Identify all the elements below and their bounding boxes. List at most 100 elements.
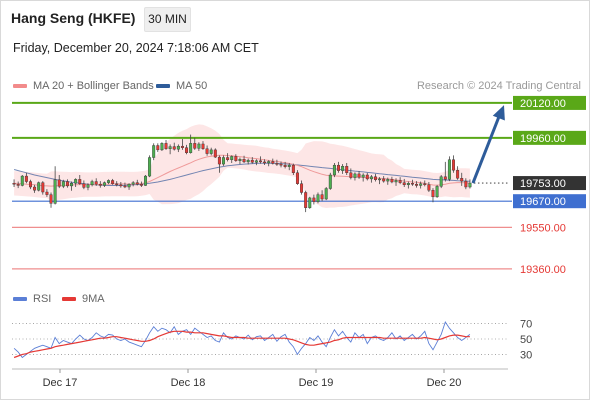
candle-body bbox=[90, 181, 94, 186]
interval-button[interactable]: 30 MIN bbox=[144, 7, 191, 32]
forecast-arrow-shaft bbox=[471, 113, 502, 184]
candle-body bbox=[111, 180, 115, 184]
rsi-ma9-line bbox=[13, 330, 470, 359]
level-tag-pivot bbox=[513, 194, 586, 209]
candle-body bbox=[267, 161, 271, 164]
rsi-swatch bbox=[13, 297, 27, 302]
candle-body bbox=[439, 176, 443, 187]
candle-body bbox=[345, 166, 349, 174]
candle-body bbox=[447, 159, 451, 180]
candle-body bbox=[152, 145, 156, 158]
candle-body bbox=[185, 147, 189, 153]
legend-rsi: RSI bbox=[13, 293, 51, 305]
x-tick-label: Dec 17 bbox=[43, 377, 78, 389]
candle-body bbox=[123, 185, 127, 188]
candle-body bbox=[82, 183, 86, 188]
candle-body bbox=[287, 164, 291, 167]
candle-body bbox=[386, 179, 390, 182]
legend-ma20-label: MA 20 + Bollinger Bands bbox=[33, 80, 154, 92]
candle-body bbox=[41, 182, 45, 193]
legend-ma50-label: MA 50 bbox=[176, 80, 208, 92]
candle-body bbox=[20, 175, 24, 186]
candle-body bbox=[431, 190, 435, 198]
rsi-tick-label: 70 bbox=[520, 319, 532, 331]
candle-body bbox=[193, 143, 197, 149]
x-tick-label: Dec 18 bbox=[171, 377, 206, 389]
candle-body bbox=[86, 184, 90, 188]
candle-body bbox=[423, 183, 427, 186]
level-label-pivot: 19670.00 bbox=[520, 196, 566, 208]
candle-body bbox=[209, 149, 213, 154]
candle-body bbox=[295, 172, 299, 184]
candle-body bbox=[452, 159, 455, 171]
candle-body bbox=[135, 182, 139, 185]
candle-body bbox=[328, 174, 332, 189]
candle-body bbox=[168, 146, 172, 149]
candle-body bbox=[107, 180, 110, 183]
ma20-line bbox=[14, 154, 470, 187]
candle-body bbox=[394, 180, 398, 183]
candle-body bbox=[12, 183, 16, 185]
candle-body bbox=[139, 183, 143, 186]
ma20-swatch bbox=[13, 84, 27, 89]
candle-body bbox=[283, 164, 287, 167]
candle-body bbox=[263, 161, 267, 164]
level-tag-resistance bbox=[513, 130, 586, 145]
candle-body bbox=[33, 186, 37, 191]
candle-body bbox=[320, 194, 324, 200]
candle-body bbox=[259, 160, 262, 163]
candle-body bbox=[275, 163, 279, 165]
candle-body bbox=[205, 148, 209, 154]
legend-9ma: 9MA bbox=[62, 293, 105, 305]
candle-body bbox=[53, 179, 57, 204]
candle-body bbox=[61, 181, 65, 187]
candle-body bbox=[226, 157, 230, 160]
candle-body bbox=[70, 183, 74, 187]
candle-body bbox=[102, 182, 106, 186]
candle-body bbox=[213, 149, 217, 158]
candle-body bbox=[382, 178, 386, 182]
candle-body bbox=[160, 143, 164, 151]
candle-body bbox=[357, 173, 361, 178]
candle-body bbox=[406, 183, 410, 186]
candle-body bbox=[304, 192, 308, 208]
candle-body bbox=[353, 173, 357, 178]
candle-body bbox=[242, 159, 246, 163]
level-label-resistance: 19960.00 bbox=[520, 133, 566, 145]
candle-body bbox=[148, 157, 152, 177]
candle-body bbox=[419, 183, 423, 186]
candle-body bbox=[164, 143, 168, 149]
candle-body bbox=[279, 163, 283, 166]
level-label-support: 19550.00 bbox=[520, 222, 566, 234]
candle-body bbox=[115, 183, 119, 186]
candle-body bbox=[300, 183, 304, 193]
candle-body bbox=[398, 180, 402, 183]
candle-body bbox=[127, 183, 131, 188]
candle-body bbox=[250, 159, 254, 163]
candle-body bbox=[189, 143, 193, 153]
x-tick-label: Dec 20 bbox=[427, 377, 462, 389]
candle-body bbox=[65, 181, 69, 187]
candle-body bbox=[37, 182, 41, 191]
candle-body bbox=[349, 172, 353, 178]
candle-body bbox=[230, 156, 234, 160]
candle-body bbox=[410, 183, 414, 185]
candle-body bbox=[332, 164, 336, 176]
candle-body bbox=[435, 186, 439, 198]
legend-rsi-label: RSI bbox=[33, 293, 52, 305]
candle-body bbox=[324, 188, 328, 200]
candle-body bbox=[98, 183, 102, 186]
candles-group bbox=[12, 134, 472, 213]
credit-text: Research © 2024 Trading Central bbox=[416, 80, 581, 92]
candle-body bbox=[94, 181, 98, 185]
candle-body bbox=[369, 176, 373, 180]
candle-body bbox=[390, 179, 394, 183]
candle-body bbox=[217, 156, 221, 165]
candle-body bbox=[197, 143, 201, 149]
candle-body bbox=[29, 181, 32, 188]
current-price-label: 19753.00 bbox=[520, 178, 566, 190]
candle-body bbox=[316, 194, 320, 202]
candle-body bbox=[378, 178, 382, 181]
candle-body bbox=[415, 183, 419, 186]
